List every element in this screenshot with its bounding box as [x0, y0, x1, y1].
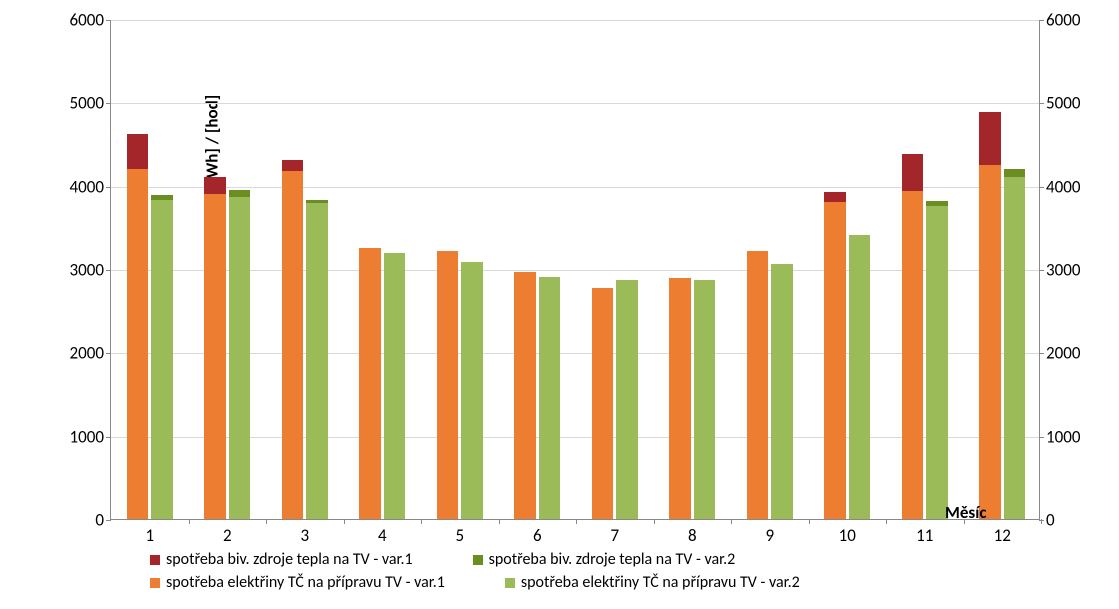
bar-var2-base — [771, 264, 793, 519]
bar-var1-top — [127, 134, 149, 169]
bar-var2-top — [926, 201, 948, 206]
bar-var2-base — [229, 197, 251, 520]
legend-item: spotřeba elektřiny TČ na přípravu TV - v… — [505, 573, 800, 592]
legend-swatch — [150, 555, 160, 565]
bar-var2-base — [694, 280, 716, 519]
y-tick-label: 2000 — [1046, 343, 1106, 364]
y-tick-label: 0 — [44, 510, 104, 531]
bar-var2-base — [616, 280, 638, 519]
y-tick-label: 5000 — [1046, 93, 1106, 114]
legend-swatch — [473, 555, 483, 565]
bar-var2-base — [1004, 177, 1026, 519]
bar-var1-base — [437, 251, 459, 519]
bar-var2-top — [229, 190, 251, 197]
legend-swatch — [505, 578, 515, 588]
bar-var1-base — [592, 288, 614, 519]
x-tick-label: 8 — [688, 525, 697, 546]
bar-var1-base — [514, 272, 536, 520]
legend-item: spotřeba elektřiny TČ na přípravu TV - v… — [150, 573, 445, 592]
bar-var1-top — [902, 154, 924, 191]
x-tick-label: 11 — [916, 525, 933, 546]
x-tick-label: 7 — [610, 525, 619, 546]
y-tick-label: 3000 — [1046, 260, 1106, 281]
x-axis-title: Měsíc — [945, 502, 987, 523]
bar-var2-base — [151, 200, 173, 519]
bar-var2-base — [539, 277, 561, 519]
y-tick-label: 0 — [1046, 510, 1106, 531]
y-tick-label: 3000 — [44, 260, 104, 281]
bar-var1-top — [979, 112, 1001, 165]
plot-area: 0010001000200020003000300040004000500050… — [110, 20, 1040, 520]
bar-var1-top — [204, 177, 226, 194]
y-tick-label: 5000 — [44, 93, 104, 114]
legend-item: spotřeba biv. zdroje tepla na TV - var.2 — [473, 550, 736, 569]
legend-label: spotřeba biv. zdroje tepla na TV - var.1 — [166, 550, 413, 569]
y-tick-label: 1000 — [44, 426, 104, 447]
legend: spotřeba biv. zdroje tepla na TV - var.1… — [150, 550, 1010, 596]
gridline — [111, 103, 1039, 104]
gridline — [111, 187, 1039, 188]
x-tick-label: 10 — [839, 525, 856, 546]
bar-var2-base — [849, 235, 871, 519]
legend-item: spotřeba biv. zdroje tepla na TV - var.1 — [150, 550, 413, 569]
x-tick-label: 5 — [455, 525, 464, 546]
x-tick-label: 2 — [223, 525, 232, 546]
bar-var1-base — [979, 165, 1001, 519]
y-tick-label: 1000 — [1046, 426, 1106, 447]
x-tick-label: 4 — [378, 525, 387, 546]
bar-var2-base — [461, 262, 483, 520]
bar-var1-base — [204, 194, 226, 519]
bar-var2-base — [926, 206, 948, 519]
gridline — [111, 20, 1039, 21]
x-tick-label: 3 — [300, 525, 309, 546]
legend-label: spotřeba elektřiny TČ na přípravu TV - v… — [166, 573, 445, 592]
bar-var1-base — [282, 171, 304, 519]
bar-var2-top — [1004, 169, 1026, 177]
legend-swatch — [150, 578, 160, 588]
bar-var2-top — [306, 200, 328, 203]
bar-var1-top — [824, 192, 846, 202]
bar-var1-base — [359, 248, 381, 519]
y-tick-label: 6000 — [44, 10, 104, 31]
x-tick-label: 6 — [533, 525, 542, 546]
chart-container: Spotřeba elektrické energie pro přípravu… — [0, 0, 1119, 609]
bar-var1-top — [282, 160, 304, 171]
y-tick-label: 6000 — [1046, 10, 1106, 31]
x-tick-label: 12 — [994, 525, 1011, 546]
legend-label: spotřeba elektřiny TČ na přípravu TV - v… — [521, 573, 800, 592]
legend-label: spotřeba biv. zdroje tepla na TV - var.2 — [489, 550, 736, 569]
bar-var1-base — [127, 169, 149, 519]
bar-var1-base — [824, 202, 846, 520]
bar-var2-base — [384, 253, 406, 519]
bar-var1-base — [902, 191, 924, 519]
y-tick-label: 2000 — [44, 343, 104, 364]
bar-var1-base — [669, 278, 691, 519]
y-tick-label: 4000 — [1046, 176, 1106, 197]
bar-var2-base — [306, 203, 328, 519]
bar-var1-base — [747, 251, 769, 519]
x-tick-label: 9 — [765, 525, 774, 546]
y-tick-label: 4000 — [44, 176, 104, 197]
x-tick-label: 1 — [145, 525, 154, 546]
bar-var2-top — [151, 195, 173, 200]
